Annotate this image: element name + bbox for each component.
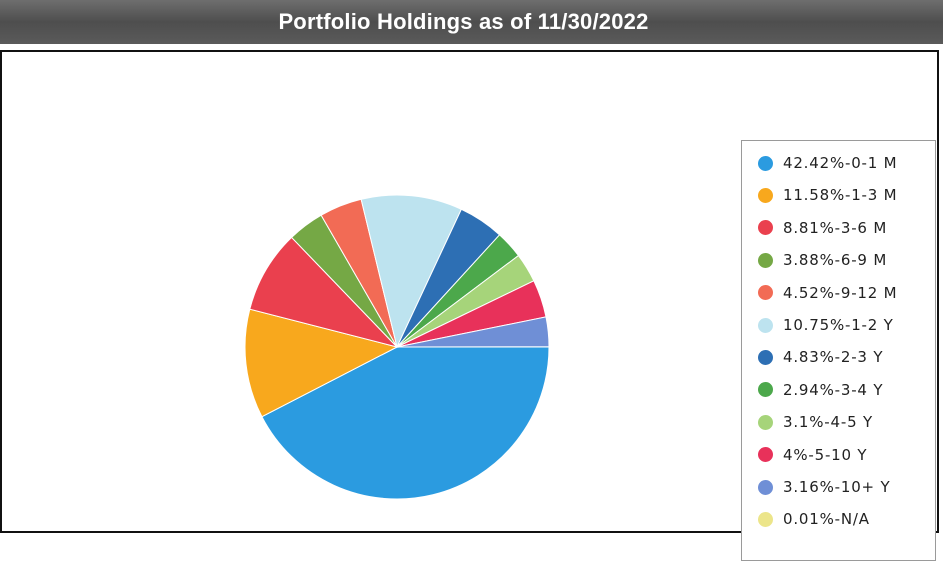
legend-swatch [758, 285, 773, 300]
legend-label: 3.88%-6-9 M [783, 251, 887, 269]
legend-swatch [758, 188, 773, 203]
legend-item: 4%-5-10 Y [758, 444, 867, 466]
legend-label: 11.58%-1-3 M [783, 186, 897, 204]
legend-label: 2.94%-3-4 Y [783, 381, 883, 399]
legend-swatch [758, 156, 773, 171]
legend-swatch [758, 350, 773, 365]
legend-swatch [758, 382, 773, 397]
legend-item: 42.42%-0-1 M [758, 152, 897, 174]
legend-swatch [758, 480, 773, 495]
legend-item: 4.83%-2-3 Y [758, 346, 883, 368]
legend-label: 3.1%-4-5 Y [783, 413, 873, 431]
legend-label: 4%-5-10 Y [783, 446, 867, 464]
legend-item: 3.88%-6-9 M [758, 249, 887, 271]
chart-frame: 42.42%-0-1 M 11.58%-1-3 M 8.81%-3-6 M 3.88%… [0, 50, 939, 533]
legend-item: 10.75%-1-2 Y [758, 314, 894, 336]
legend-label: 10.75%-1-2 Y [783, 316, 894, 334]
legend-item: 8.81%-3-6 M [758, 217, 887, 239]
chart-legend: 42.42%-0-1 M 11.58%-1-3 M 8.81%-3-6 M 3.88%… [741, 140, 936, 561]
legend-swatch [758, 318, 773, 333]
legend-item: 3.1%-4-5 Y [758, 411, 873, 433]
chart-title: Portfolio Holdings as of 11/30/2022 [278, 9, 648, 35]
legend-swatch [758, 253, 773, 268]
legend-label: 42.42%-0-1 M [783, 154, 897, 172]
legend-label: 3.16%-10+ Y [783, 478, 890, 496]
legend-item: 3.16%-10+ Y [758, 476, 890, 498]
legend-swatch [758, 415, 773, 430]
legend-swatch [758, 447, 773, 462]
legend-label: 8.81%-3-6 M [783, 219, 887, 237]
legend-swatch [758, 512, 773, 527]
legend-item: 2.94%-3-4 Y [758, 379, 883, 401]
legend-swatch [758, 220, 773, 235]
chart-header: Portfolio Holdings as of 11/30/2022 [0, 0, 943, 44]
legend-item: 11.58%-1-3 M [758, 184, 897, 206]
legend-item: 0.01%-N/A [758, 508, 870, 530]
legend-label: 0.01%-N/A [783, 510, 870, 528]
legend-label: 4.83%-2-3 Y [783, 348, 883, 366]
legend-label: 4.52%-9-12 M [783, 284, 897, 302]
pie-chart [232, 182, 562, 512]
legend-item: 4.52%-9-12 M [758, 282, 897, 304]
